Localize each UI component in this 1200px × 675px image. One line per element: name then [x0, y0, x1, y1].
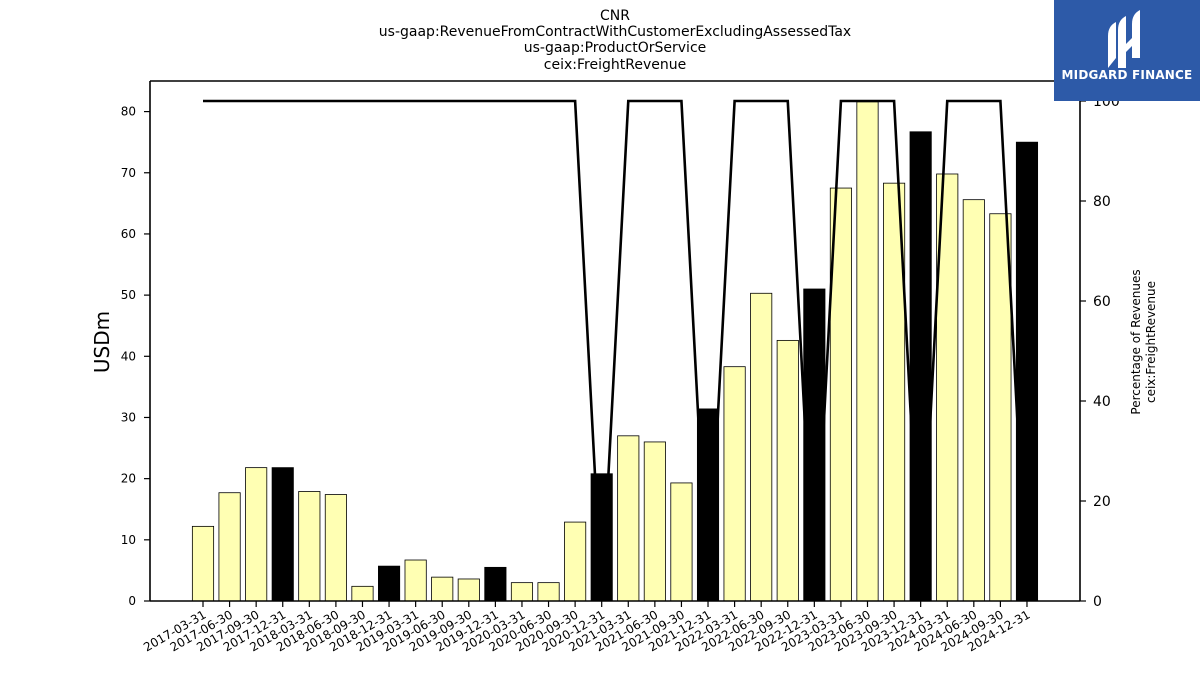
- bar-2022-09-30: [776, 339, 799, 602]
- percentage-line: [203, 99, 1029, 602]
- title-line-1: CNR: [600, 8, 630, 24]
- chart-title: CNR us-gaap:RevenueFromContractWithCusto…: [379, 8, 851, 73]
- bar-2020-09-30: [564, 521, 587, 602]
- bar-2017-09-30: [245, 467, 268, 602]
- bar-2019-06-30: [431, 576, 454, 602]
- y-right-tick-label: 60: [1093, 294, 1111, 310]
- bar-2024-09-30: [989, 213, 1012, 602]
- title-line-2: us-gaap:RevenueFromContractWithCustomerE…: [379, 24, 851, 40]
- y-right-tick-label: 80: [1093, 194, 1111, 210]
- y-left-tick-label: 40: [121, 349, 136, 363]
- midgard-finance-logo: MIDGARD FINANCE: [1054, 0, 1200, 101]
- bar-2018-06-30: [324, 494, 347, 602]
- y-right-tick-label: 40: [1093, 394, 1111, 410]
- y-right-tick-label: 0: [1093, 594, 1102, 610]
- title-line-4: ceix:FreightRevenue: [544, 57, 686, 73]
- bar-2022-06-30: [750, 292, 773, 602]
- y-axis-left: 0 10 20 30 40 50 60 70 80: [121, 105, 150, 608]
- bar-2018-03-31: [298, 491, 321, 602]
- y-left-tick-label: 70: [121, 166, 136, 180]
- bar-2019-09-30: [457, 578, 480, 602]
- bar-2018-09-30: [351, 585, 374, 602]
- y-left-tick-label: 80: [121, 105, 136, 119]
- bar-2024-12-31: [1015, 141, 1039, 602]
- x-axis: 2017-03-312017-06-302017-09-302017-12-31…: [141, 601, 1032, 654]
- bar-2023-12-31: [909, 131, 932, 602]
- axes: [149, 80, 1081, 602]
- y-left-tick-label: 30: [121, 410, 136, 424]
- bar-2022-03-31: [723, 366, 746, 602]
- logo-mark-icon: [1108, 10, 1140, 68]
- y-left-tick-label: 50: [121, 288, 136, 302]
- y-left-tick-label: 60: [121, 227, 136, 241]
- bar-2017-06-30: [218, 492, 241, 602]
- bar-2023-06-30: [856, 101, 879, 602]
- y-left-tick-label: 20: [121, 472, 136, 486]
- y-axis-right-label-line-2: ceix:FreightRevenue: [1144, 281, 1158, 403]
- title-line-3: us-gaap:ProductOrService: [524, 40, 707, 56]
- bar-2019-03-31: [404, 559, 427, 602]
- bar-2019-12-31: [484, 566, 507, 602]
- bar-2018-12-31: [378, 565, 401, 602]
- logo-text: MIDGARD FINANCE: [1061, 68, 1193, 82]
- y-axis-left-label: USDm: [90, 311, 114, 373]
- bar-2020-06-30: [537, 582, 560, 602]
- y-right-tick-label: 20: [1093, 494, 1111, 510]
- bar-2017-12-31: [271, 467, 294, 602]
- bar-2021-09-30: [670, 482, 693, 602]
- bar-2017-03-31: [191, 525, 215, 602]
- y-left-tick-label: 0: [128, 594, 136, 608]
- bar-2024-06-30: [962, 199, 985, 602]
- bar-2020-03-31: [510, 582, 534, 602]
- bar-2021-06-30: [643, 441, 666, 602]
- y-left-tick-label: 10: [121, 533, 136, 547]
- y-axis-right-label-line-1: Percentage of Revenues: [1129, 269, 1143, 414]
- bar-2021-03-31: [617, 435, 640, 602]
- line-series: [203, 99, 1029, 602]
